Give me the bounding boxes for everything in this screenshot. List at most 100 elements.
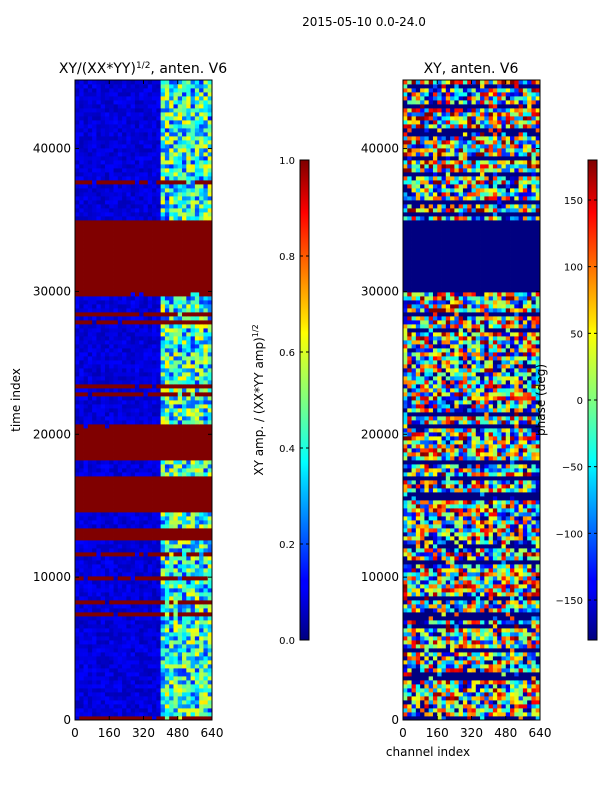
left-heatmap-cell	[143, 604, 149, 609]
left-heatmap-cell	[96, 372, 102, 377]
left-heatmap-cell	[104, 412, 110, 417]
left-heatmap-cell	[177, 304, 183, 309]
left-heatmap-cell	[186, 672, 191, 677]
left-heatmap-cell	[143, 216, 149, 221]
left-heatmap-cell	[207, 508, 213, 513]
left-heatmap-cell	[134, 424, 140, 429]
left-heatmap-cell	[96, 352, 102, 357]
left-heatmap-cell	[104, 572, 110, 577]
left-heatmap-cell	[83, 232, 89, 237]
left-heatmap-cell	[126, 200, 132, 205]
left-heatmap-cell	[156, 152, 162, 157]
left-heatmap-cell	[164, 544, 170, 549]
left-heatmap-cell	[199, 188, 204, 193]
left-heatmap-cell	[194, 712, 200, 717]
left-heatmap-cell	[122, 448, 127, 453]
left-heatmap-cell	[130, 128, 136, 133]
left-heatmap-cell	[169, 480, 174, 485]
left-heatmap-cell	[87, 636, 93, 641]
left-heatmap-cell	[177, 280, 183, 285]
left-heatmap-cell	[117, 672, 123, 677]
left-heatmap-cell	[100, 116, 106, 121]
left-heatmap-cell	[79, 280, 84, 285]
left-heatmap-cell	[122, 300, 127, 305]
left-heatmap-cell	[203, 380, 209, 385]
left-heatmap-cell	[190, 332, 196, 337]
left-heatmap-cell	[160, 544, 166, 549]
left-heatmap-cell	[92, 240, 97, 245]
left-heatmap-cell	[75, 372, 80, 377]
left-heatmap-cell	[122, 488, 127, 493]
left-heatmap-cell	[173, 508, 179, 513]
left-heatmap-cell	[75, 704, 80, 709]
left-heatmap-cell	[143, 184, 149, 189]
left-heatmap-cell	[152, 492, 157, 497]
left-heatmap-cell	[169, 520, 174, 525]
left-heatmap-cell	[134, 556, 140, 561]
left-heatmap-cell	[199, 124, 204, 129]
left-heatmap-cell	[109, 108, 114, 113]
left-heatmap-cell	[109, 636, 114, 641]
left-heatmap-cell	[83, 312, 89, 317]
left-heatmap-cell	[160, 332, 166, 337]
left-heatmap-cell	[186, 636, 191, 641]
left-heatmap-cell	[75, 112, 80, 117]
left-heatmap-cell	[147, 712, 153, 717]
left-heatmap-cell	[75, 464, 80, 469]
left-heatmap-cell	[207, 444, 213, 449]
left-heatmap-cell	[147, 572, 153, 577]
left-heatmap-cell	[130, 516, 136, 521]
left-heatmap-cell	[104, 512, 110, 517]
left-heatmap-cell	[83, 540, 89, 545]
left-heatmap-cell	[143, 188, 149, 193]
left-heatmap-cell	[79, 216, 84, 221]
left-heatmap-cell	[173, 676, 179, 681]
left-heatmap-cell	[199, 644, 204, 649]
left-heatmap-cell	[186, 208, 191, 213]
left-heatmap-cell	[199, 240, 204, 245]
left-heatmap-cell	[152, 200, 157, 205]
left-heatmap-cell	[100, 288, 106, 293]
left-heatmap-cell	[75, 620, 80, 625]
left-heatmap-cell	[143, 428, 149, 433]
left-heatmap-cell	[109, 672, 114, 677]
left-heatmap-cell	[113, 116, 119, 121]
left-heatmap-cell	[177, 344, 183, 349]
left-heatmap-cell	[134, 644, 140, 649]
left-heatmap-cell	[113, 332, 119, 337]
left-heatmap-cell	[203, 580, 209, 585]
left-heatmap-cell	[139, 712, 144, 717]
left-heatmap-cell	[100, 544, 106, 549]
left-heatmap-cell	[164, 168, 170, 173]
left-heatmap-cell	[177, 372, 183, 377]
left-heatmap-cell	[182, 392, 187, 397]
left-heatmap-cell	[152, 428, 157, 433]
left-heatmap-cell	[194, 176, 200, 181]
left-heatmap-cell	[75, 208, 80, 213]
left-heatmap-cell	[130, 472, 136, 477]
left-heatmap-cell	[96, 704, 102, 709]
left-heatmap-cell	[156, 564, 162, 569]
left-heatmap-cell	[173, 612, 179, 617]
left-heatmap-cell	[156, 528, 162, 533]
left-heatmap-cell	[117, 696, 123, 701]
left-heatmap-cell	[164, 604, 170, 609]
left-heatmap-cell	[203, 152, 209, 157]
left-heatmap-cell	[139, 412, 144, 417]
left-heatmap-cell	[190, 380, 196, 385]
left-heatmap-cell	[164, 356, 170, 361]
left-heatmap-cell	[104, 264, 110, 269]
left-heatmap-cell	[169, 436, 174, 441]
left-heatmap-cell	[79, 520, 84, 525]
left-heatmap-cell	[139, 192, 144, 197]
left-heatmap-cell	[173, 432, 179, 437]
left-heatmap-cell	[122, 516, 127, 521]
left-heatmap-cell	[139, 376, 144, 381]
left-heatmap-cell	[134, 400, 140, 405]
left-heatmap-cell	[83, 420, 89, 425]
left-heatmap-cell	[117, 192, 123, 197]
left-heatmap-cell	[190, 336, 196, 341]
left-heatmap-cell	[87, 440, 93, 445]
left-heatmap-cell	[147, 320, 153, 325]
left-heatmap-cell	[147, 472, 153, 477]
